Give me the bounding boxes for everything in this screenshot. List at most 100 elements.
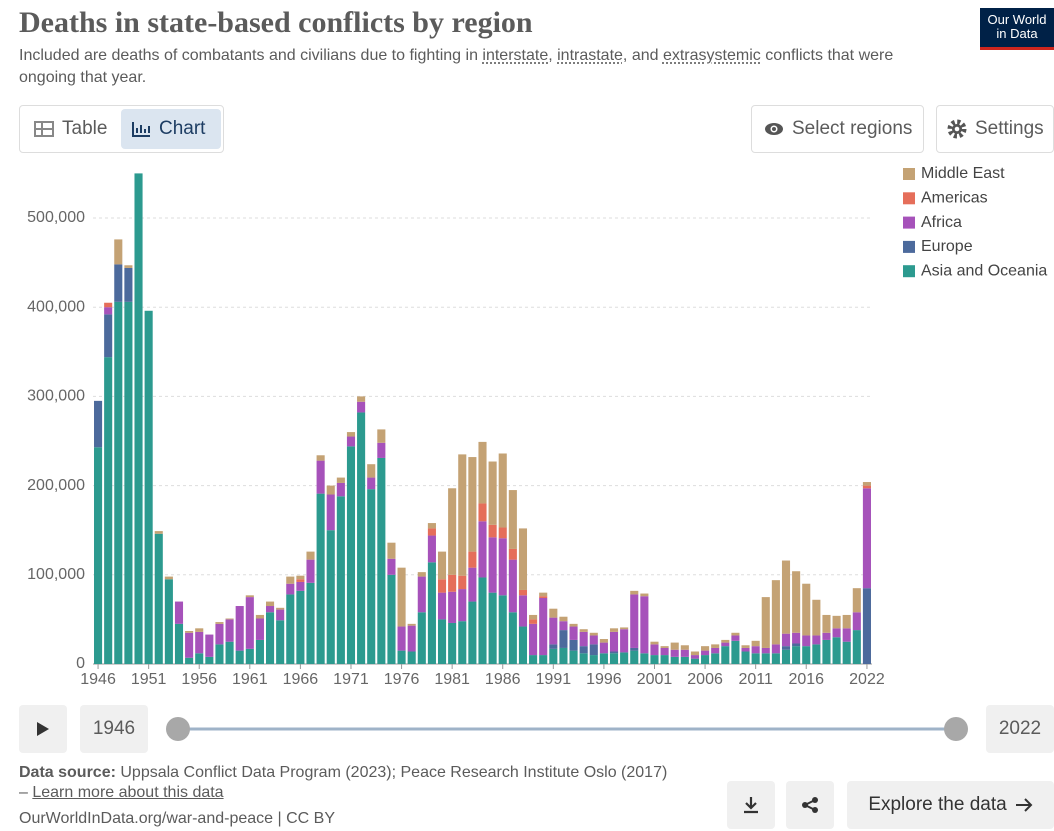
bar-segment (407, 651, 416, 664)
bar-segment (215, 622, 224, 624)
bar-segment (761, 597, 770, 648)
bar-segment (448, 488, 457, 575)
x-tick-label: 1961 (232, 671, 268, 688)
bar-segment (781, 560, 791, 634)
learn-more-link[interactable]: Learn more about this data (32, 784, 224, 801)
x-tick-label: 2006 (687, 671, 723, 688)
bar-segment (559, 630, 568, 648)
bar-segment (741, 645, 750, 648)
bar-segment (670, 656, 679, 664)
bar-segment (164, 576, 173, 580)
download-icon (744, 797, 758, 814)
subtitle-link[interactable]: interstate (482, 47, 549, 64)
timeline-end[interactable]: 2022 (986, 705, 1054, 753)
timeline-slider[interactable] (160, 710, 980, 750)
bar-segment (124, 301, 133, 664)
bar-segment (387, 574, 396, 664)
bar-segment (468, 601, 477, 664)
bar-segment (437, 592, 447, 620)
bar-segment (650, 641, 659, 645)
bar-segment (316, 455, 325, 461)
explore-button[interactable]: Explore the data (847, 781, 1054, 829)
legend-label: Africa (921, 214, 962, 231)
settings-button[interactable]: Settings (936, 105, 1054, 153)
bar-segment (357, 396, 366, 402)
bar-segment (529, 614, 538, 620)
bar-segment (508, 490, 517, 549)
bar-segment (751, 653, 760, 664)
bar-segment (609, 651, 619, 654)
bar-segment (751, 646, 760, 654)
bar-segment (195, 628, 204, 632)
bar-segment (630, 590, 639, 595)
bar-segment (286, 594, 295, 664)
timeline-handle[interactable] (944, 717, 968, 741)
bar-segment (640, 653, 649, 664)
bar-segment (458, 454, 467, 576)
subtitle-link[interactable]: extrasystemic (662, 47, 761, 64)
bar-segment (802, 646, 811, 664)
bar-segment (650, 644, 659, 656)
share-button[interactable] (786, 781, 834, 829)
source-text: Uppsala Conflict Data Program (2023); Pe… (19, 764, 668, 801)
y-tick-label: 200,000 (27, 477, 85, 494)
bar-segment (326, 485, 335, 495)
legend-swatch (903, 168, 915, 180)
table-tab[interactable]: Table (24, 109, 118, 149)
bar-segment (771, 644, 780, 654)
source-label: Data source: (19, 764, 116, 781)
bar-segment (498, 453, 507, 528)
bar-segment (802, 635, 811, 647)
bar-segment (701, 655, 710, 664)
bar-segment (245, 648, 254, 664)
bar-segment (508, 548, 517, 560)
chart-tab[interactable]: Chart (121, 109, 221, 149)
timeline-start[interactable]: 1946 (80, 705, 148, 753)
bar-segment (114, 301, 123, 664)
bar-segment (559, 647, 568, 664)
bar-segment (852, 588, 861, 613)
select-regions-button[interactable]: Select regions (751, 105, 924, 153)
bar-segment (235, 606, 244, 651)
bar-segment (852, 612, 861, 631)
bar-segment (822, 639, 831, 664)
settings-label: Settings (975, 118, 1044, 139)
x-tick-label: 2011 (738, 671, 773, 688)
bar-segment (518, 589, 528, 596)
subtitle-link[interactable]: intrastate (557, 47, 623, 64)
logo[interactable]: Our World in Data (980, 8, 1054, 50)
bar-segment (448, 574, 457, 592)
legend-label: Middle East (921, 165, 1005, 182)
bar-segment (114, 264, 123, 302)
bar-segment (498, 527, 507, 539)
bar-segment (498, 595, 507, 664)
bar-segment (812, 644, 821, 664)
legend-swatch (903, 265, 915, 278)
bar-segment (529, 619, 538, 624)
bar-segment (185, 630, 194, 633)
bar-segment (296, 575, 305, 580)
bar-segment (518, 626, 528, 664)
download-button[interactable] (727, 781, 775, 829)
bar-segment (711, 644, 720, 648)
gear-icon (947, 119, 967, 139)
bar-segment (468, 567, 477, 602)
bar-segment (286, 583, 295, 595)
bar-segment (518, 528, 528, 590)
bar-segment (427, 528, 436, 536)
bar-segment (437, 551, 447, 580)
bar-segment (326, 494, 335, 531)
bar-segment (630, 650, 639, 664)
timeline-handle[interactable] (166, 717, 190, 741)
play-button[interactable] (19, 705, 67, 753)
bar-segment (761, 653, 770, 664)
x-tick-label: 1951 (131, 671, 167, 688)
bar-segment (630, 594, 639, 648)
bar-segment (711, 647, 720, 654)
bar-segment (660, 655, 669, 664)
bar-segment (154, 533, 163, 664)
bar-segment (488, 537, 497, 593)
bar-segment (427, 535, 436, 563)
bar-segment (134, 173, 143, 664)
